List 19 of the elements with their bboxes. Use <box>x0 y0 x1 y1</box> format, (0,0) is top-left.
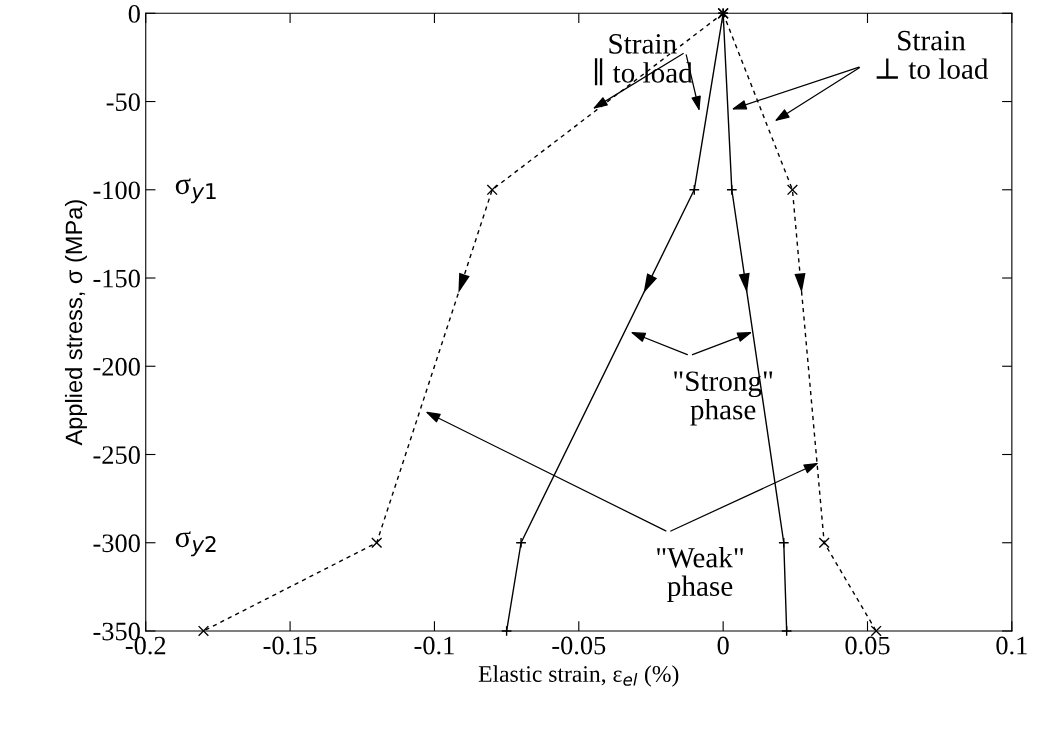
y-axis-title: Applied stress, σ (MPa) <box>64 200 87 446</box>
annotation: σ$_{y1}$ <box>175 178 216 204</box>
x-tick-label: 0.05 <box>845 636 890 655</box>
x-axis-title: Elastic strain, ε$_{el}$ (%) <box>478 665 679 687</box>
x-tick-label: -0.15 <box>263 636 317 655</box>
y-tick-label: -50 <box>106 93 140 111</box>
y-tick-label: -300 <box>93 534 140 553</box>
x-tick-label: 0 <box>717 636 729 655</box>
y-tick-label: -100 <box>93 181 140 200</box>
y-tick-label: -150 <box>93 269 140 288</box>
annotation: Strain ⊥ to load <box>876 30 989 79</box>
annotation: σ$_{y2}$ <box>175 531 216 557</box>
y-tick-label: -200 <box>93 357 140 376</box>
x-tick-label: -0.05 <box>552 636 606 655</box>
annotation: "Weak" phase <box>657 547 743 602</box>
y-tick-label: 0 <box>128 4 140 23</box>
x-tick-label: -0.1 <box>414 636 454 655</box>
y-tick-label: -250 <box>93 446 140 464</box>
x-tick-label: 0.1 <box>996 636 1027 655</box>
